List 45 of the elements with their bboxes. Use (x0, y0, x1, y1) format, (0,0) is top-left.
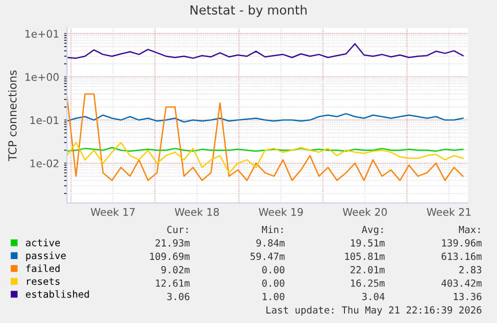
text: 12.61m (156, 279, 190, 287)
chart-title: Netstat - by month (190, 4, 307, 18)
text: 109.69m (150, 252, 190, 260)
text: 3.04 (362, 292, 385, 300)
text: 22.01m (350, 266, 385, 274)
text: Cur: (167, 226, 188, 234)
text: 16.25m (351, 279, 385, 287)
x-tick-label: Week 18 (174, 208, 219, 216)
x-tick-label: Week 19 (258, 208, 303, 216)
y-tick-label: 1e-01 (30, 116, 58, 124)
legend-label: resets (27, 278, 60, 285)
text: 105.81m (345, 252, 385, 260)
y-tick-label: 1e-02 (30, 159, 58, 168)
legend-label: passive (26, 252, 66, 262)
text: Min: (262, 226, 283, 234)
x-tick-label: Week 20 (342, 208, 387, 216)
x-tick-label: Week 17 (90, 208, 135, 216)
text: 13.36 (454, 292, 482, 300)
line-series (67, 43, 464, 59)
text: 403.42m (442, 279, 482, 287)
text: Max: (458, 226, 480, 234)
text: 3.06 (167, 292, 190, 300)
legend-label: established (26, 290, 89, 298)
line-series (67, 142, 464, 174)
text: Last update: Thu May 21 22:16:39 2026 (266, 306, 482, 316)
text: 9.84m (256, 239, 285, 247)
text: 1.00 (262, 292, 284, 300)
text: 0.00 (262, 266, 284, 274)
text: Avg: (362, 226, 383, 236)
text: 613.16m (442, 252, 482, 260)
y-axis-title: TCP connections (8, 70, 17, 162)
y-tick-label: 1e+01 (25, 30, 58, 38)
text: 19.51m (351, 239, 385, 247)
text: 21.93m (156, 239, 190, 247)
text: 0.00 (262, 279, 284, 287)
legend-label: failed (26, 264, 60, 272)
text: 2.83 (459, 266, 482, 274)
text: 9.02m (161, 266, 190, 274)
line-series (67, 113, 464, 123)
legend-label: active (26, 238, 60, 246)
text: 59.47m (250, 252, 285, 260)
y-tick-label: 1e+00 (25, 73, 59, 81)
x-tick-label: Week 21 (426, 208, 471, 216)
text: 139.96m (442, 239, 482, 247)
line-series (67, 93, 464, 182)
